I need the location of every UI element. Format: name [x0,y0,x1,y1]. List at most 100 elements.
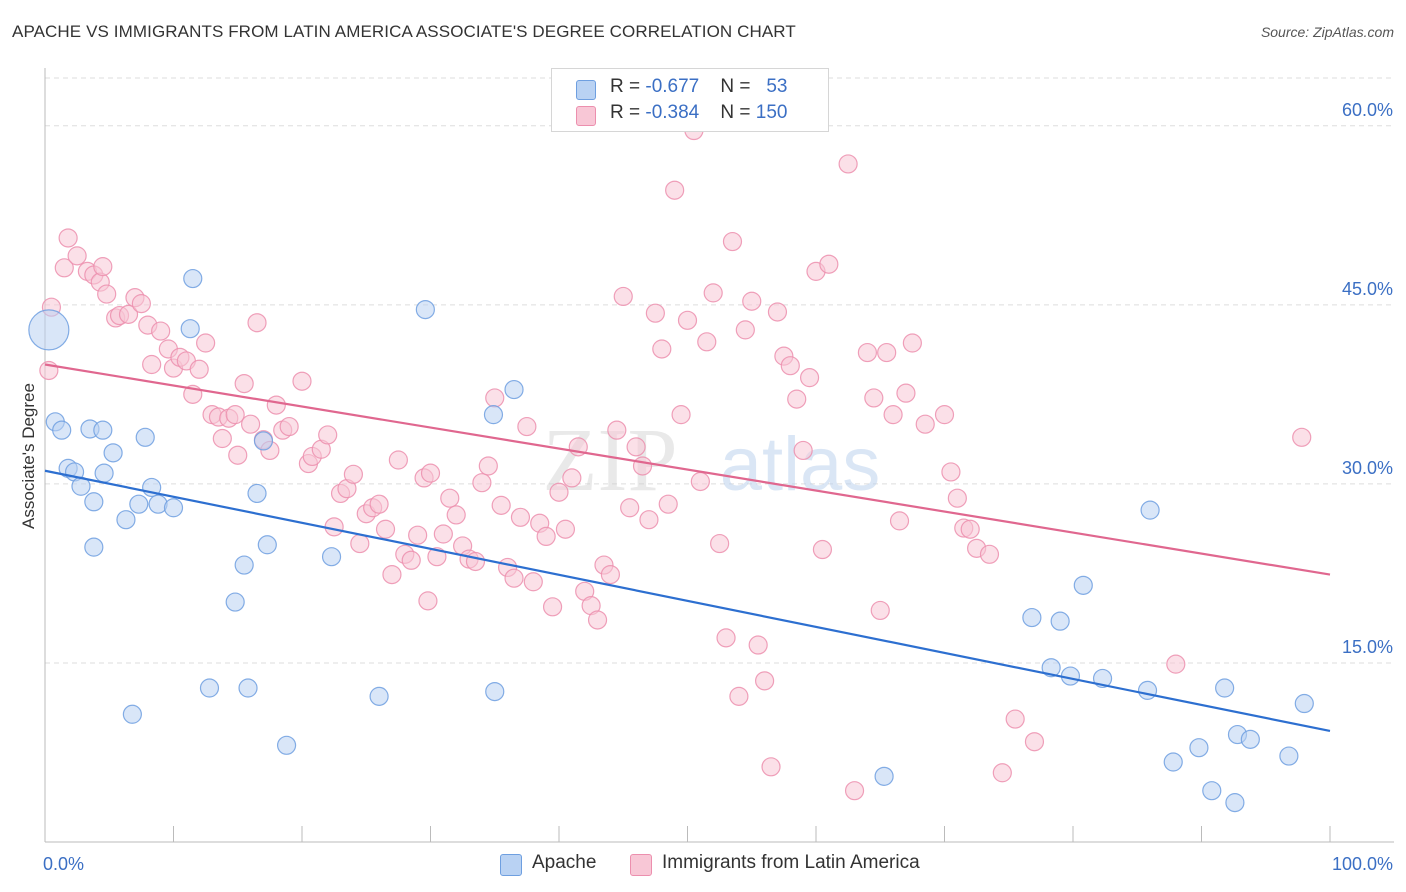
apache-point [504,379,524,400]
apache-point [103,443,123,463]
latin-america-point [292,371,312,391]
apache-point [225,592,245,612]
latin-america-point [710,533,730,554]
latin-america-point [536,526,556,547]
latin-america-point [690,471,710,492]
latin-america-point [729,686,749,706]
latin-america-point [761,757,781,777]
apache-point [874,766,894,786]
latin-america-point [703,283,723,303]
latin-america-point [420,463,441,483]
apache-point [84,537,104,557]
latin-america-point [401,550,421,570]
latin-america-point [212,428,232,449]
latin-america-point [118,304,139,324]
latin-america-point [812,539,833,560]
legend-n-value: 150 [755,102,788,123]
watermark-atlas: atlas [720,422,881,507]
apache-point [253,431,274,451]
axes [44,68,1394,843]
apache-point [1137,680,1158,700]
grid-lines [45,77,1394,664]
latin-america-point [369,494,389,514]
correlation-legend: R = -0.677 N = 53 R = -0.384 N = 150 [551,68,829,132]
apache-point [276,735,297,755]
latin-america-point [54,258,74,278]
latin-america-point [542,597,563,617]
series-latin-america-points [39,120,1312,801]
apache-point [485,681,505,702]
x-tick-label: 100.0% [1332,854,1393,874]
axis-labels: 15.0% 30.0% 45.0% 60.0% 0.0% 100.0% Associate'… [19,100,1393,874]
latin-america-point [883,405,903,425]
latin-america-point [427,547,447,567]
apache-point [257,535,277,555]
apache-point [1041,658,1061,678]
latin-america-point [902,333,922,353]
latin-america-point [915,414,935,434]
latin-america-point [142,354,162,375]
latin-america-point [1292,427,1312,447]
latin-america-point [234,374,254,394]
apache-point [321,547,342,567]
latin-america-point [491,495,511,515]
latin-america-point [587,610,608,630]
latin-america-point [1024,732,1045,752]
legend-r-value: -0.677 [645,76,700,97]
latin-america-point [722,231,743,252]
latin-america-point [97,284,117,304]
latin-america-point [652,339,672,359]
latin-america-point [613,286,633,307]
latin-america-point [992,763,1012,783]
latin-america-point [979,544,1000,564]
latin-america-point [472,473,492,493]
apache-point [122,704,142,724]
latin-america-point [857,342,878,363]
apache-point [1225,793,1245,813]
latin-america-point [748,635,768,655]
latin-america-point [343,464,363,484]
latin-america-point [433,524,453,544]
legend-n-value: 53 [766,76,788,97]
latin-america-point [1005,709,1025,729]
latin-america-point [600,564,621,585]
apache-point [483,405,504,425]
latin-america-point [266,395,286,415]
latin-america-point [131,294,151,314]
legend-n-label: N = [720,102,756,123]
latin-america-point [151,321,171,341]
y-tick-label: 60.0% [1342,100,1393,120]
apache-point [28,309,70,351]
latin-america-point [844,781,865,801]
latin-america-point [677,310,698,330]
latin-america-point [941,462,961,482]
source-label: Source: ZipAtlas.com [1260,24,1394,40]
apache-point [94,463,114,483]
apache-point [129,494,149,514]
chart-title: APACHE VS IMMIGRANTS FROM LATIN AMERICA … [12,22,796,41]
latin-america-point [960,519,980,539]
legend-swatch-latin-america [576,106,596,126]
latin-america-point [754,671,775,691]
latin-america-point [375,519,396,539]
legend-n-label: N = [720,76,756,97]
apache-point [1022,607,1042,628]
latin-america-point [382,564,402,585]
series-apache-points [28,268,1314,813]
latin-america-point [780,356,800,376]
latin-america-point [388,450,408,470]
y-tick-label: 15.0% [1342,637,1393,657]
latin-america-point [549,482,569,502]
apache-point [116,510,136,530]
apache-point [180,319,200,339]
apache-point [183,268,203,289]
latin-america-point [645,303,665,323]
bottom-legend-swatch-apache [500,854,522,876]
latin-america-point [639,510,659,530]
latin-america-point [735,320,755,340]
latin-america-point [819,254,839,274]
latin-america-point [896,383,916,403]
apache-point [247,483,267,504]
apache-point [1202,781,1222,801]
y-tick-label: 45.0% [1342,279,1393,299]
